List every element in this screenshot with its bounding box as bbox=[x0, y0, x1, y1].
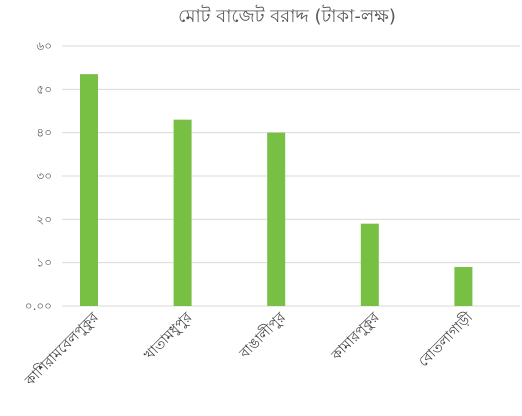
x-axis-ticks: কাশিরামবেলপুকুর খাতামধুপুর বাঙালীপুর কামারপ… bbox=[21, 308, 477, 390]
bar bbox=[267, 132, 286, 306]
x-tick-label: বাঙালীপুর bbox=[235, 309, 289, 363]
y-tick-label: ২০ bbox=[36, 212, 52, 226]
chart-title: মোট বাজেট বরাদ্দ (টাকা-লক্ষ) bbox=[178, 5, 396, 27]
y-tick-label: ৩০ bbox=[36, 169, 52, 183]
x-tick-label: বোতলাগাড়ী bbox=[415, 308, 477, 370]
x-tick-label: কাশিরামবেলপুকুর bbox=[21, 309, 102, 390]
bar bbox=[173, 119, 192, 307]
bar bbox=[80, 74, 98, 307]
y-tick-label: ০.০০ bbox=[25, 299, 52, 313]
y-tick-label: ৫০ bbox=[36, 82, 52, 96]
y-tick-label: ১০ bbox=[36, 256, 52, 270]
bars bbox=[80, 74, 473, 307]
bar bbox=[454, 267, 473, 306]
y-tick-label: ৪০ bbox=[36, 126, 52, 140]
y-axis-ticks: ০.০০ ১০ ২০ ৩০ ৪০ ৫০ ৬০ bbox=[25, 39, 52, 313]
bar bbox=[360, 223, 379, 306]
gridlines bbox=[62, 45, 520, 307]
x-tick-label: খাতামধুপুর bbox=[141, 309, 195, 363]
y-tick-label: ৬০ bbox=[36, 39, 52, 53]
x-tick-label: কামারপুকুর bbox=[328, 309, 383, 364]
